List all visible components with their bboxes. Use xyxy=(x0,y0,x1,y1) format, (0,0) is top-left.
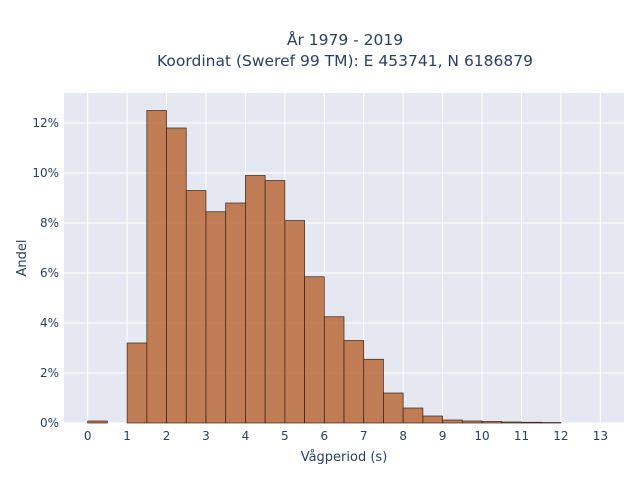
histogram-bar xyxy=(383,392,404,424)
histogram-bar xyxy=(284,220,305,424)
histogram-bar xyxy=(540,422,562,424)
chart-title-line2: Koordinat (Sweref 99 TM): E 453741, N 61… xyxy=(157,52,533,70)
histogram-bar xyxy=(343,340,365,424)
y-tick-label: 8% xyxy=(40,216,59,230)
x-axis-title: Vågperiod (s) xyxy=(301,450,388,465)
y-tick-labels: 0% 2% 4% 6% 8% 10% 12% xyxy=(32,116,59,430)
histogram-bar xyxy=(264,180,286,424)
x-tick-label: 5 xyxy=(281,429,289,443)
histogram-bar xyxy=(87,420,108,424)
y-tick-label: 0% xyxy=(40,416,59,430)
histogram-bar xyxy=(126,342,148,424)
x-tick-label: 9 xyxy=(439,429,447,443)
histogram-bar xyxy=(442,419,463,424)
histogram-bar xyxy=(422,415,443,424)
histogram-bar xyxy=(304,276,325,424)
histogram-bar xyxy=(501,421,522,424)
histogram-bar xyxy=(402,407,424,424)
histogram-bar xyxy=(166,127,187,424)
histogram-bar xyxy=(245,175,266,424)
y-tick-label: 12% xyxy=(32,116,59,130)
x-tick-label: 4 xyxy=(242,429,250,443)
x-tick-label: 2 xyxy=(163,429,171,443)
histogram-bar xyxy=(363,358,384,424)
y-axis-title: Andel xyxy=(15,240,30,277)
chart-title-line1: År 1979 - 2019 xyxy=(287,30,403,49)
bars xyxy=(87,110,562,424)
histogram-bar xyxy=(461,420,483,424)
y-tick-label: 6% xyxy=(40,266,59,280)
histogram-bar xyxy=(185,190,207,424)
y-tick-label: 2% xyxy=(40,366,59,380)
x-tick-label: 8 xyxy=(399,429,407,443)
histogram-bar xyxy=(481,421,503,424)
x-tick-label: 11 xyxy=(514,429,529,443)
y-tick-label: 4% xyxy=(40,316,59,330)
x-tick-label: 7 xyxy=(360,429,368,443)
x-tick-label: 12 xyxy=(553,429,568,443)
histogram-bar xyxy=(225,202,246,424)
histogram-bar xyxy=(146,110,167,424)
y-tick-label: 10% xyxy=(32,166,59,180)
x-tick-label: 3 xyxy=(202,429,210,443)
histogram-bar xyxy=(323,316,345,424)
x-tick-label: 13 xyxy=(593,429,608,443)
x-tick-label: 6 xyxy=(320,429,328,443)
x-tick-label: 1 xyxy=(123,429,131,443)
x-tick-labels: 0 1 2 3 4 5 6 7 8 9 10 11 12 13 xyxy=(84,429,608,443)
histogram-bar xyxy=(205,211,227,424)
histogram-bar xyxy=(521,421,542,424)
x-tick-label: 10 xyxy=(474,429,489,443)
x-tick-label: 0 xyxy=(84,429,92,443)
